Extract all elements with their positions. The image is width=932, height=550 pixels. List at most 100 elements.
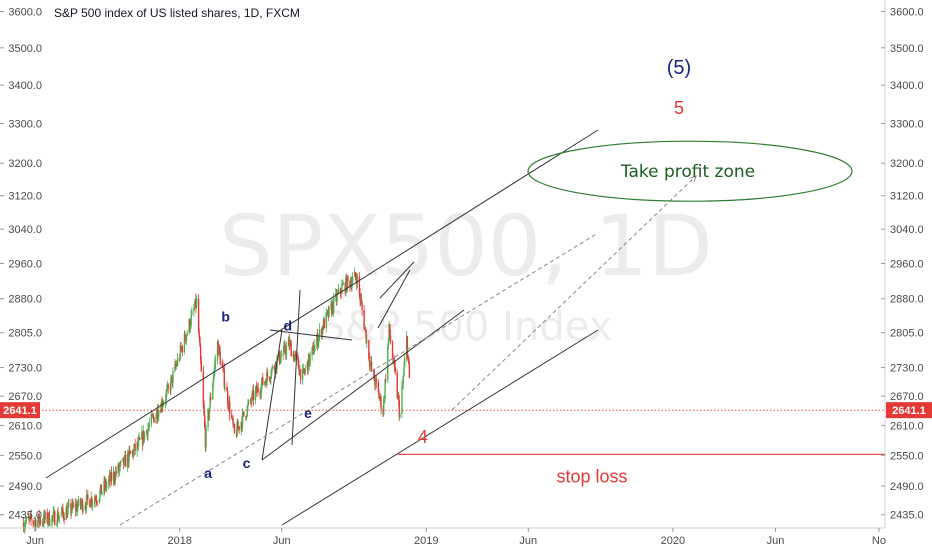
candle-body [245, 415, 248, 418]
candle-body [82, 508, 84, 512]
candle-body [406, 336, 409, 357]
candle-body [358, 276, 361, 293]
candle-body [113, 472, 115, 480]
stop-loss-label: stop loss [556, 466, 627, 486]
candle-body [351, 276, 354, 283]
candle-body [290, 343, 292, 357]
candle-body [385, 379, 387, 381]
candle-body [219, 352, 221, 364]
y-tick-label-left: 2880.0 [8, 294, 42, 306]
candle-body [270, 376, 272, 380]
candle-body [58, 517, 60, 521]
candle-body [262, 377, 264, 385]
candle-body [323, 319, 325, 329]
candle-body [279, 361, 282, 364]
chart-title: S&P 500 index of US listed shares, 1D, F… [54, 6, 300, 20]
candle-body [368, 358, 371, 366]
candle-body [266, 372, 268, 386]
wave-label-b: b [221, 308, 230, 324]
candle-body [341, 284, 344, 286]
candle-body [24, 521, 27, 526]
candle-body [283, 345, 285, 355]
candle-body [71, 502, 73, 511]
candle-body [95, 498, 97, 502]
y-tick-label-left: 2805.0 [8, 328, 42, 340]
candle-body [179, 345, 182, 359]
candle-body [28, 518, 30, 520]
candle-body [48, 512, 51, 525]
candle-body [203, 414, 206, 427]
candle-body [89, 499, 91, 508]
candle-body [254, 389, 257, 401]
candle-body [318, 329, 321, 336]
dashed-arrow-head [689, 175, 697, 183]
candle-body [208, 408, 211, 418]
candle-body [199, 346, 202, 361]
candle-body [129, 449, 131, 452]
candle-body [317, 341, 319, 347]
candle-body [195, 298, 198, 308]
candle-body [280, 356, 282, 362]
candle-body [328, 306, 330, 317]
take-profit-ellipse [527, 140, 853, 202]
y-tick-label-left: 3300.0 [8, 119, 42, 131]
candle-body [222, 367, 224, 368]
watermark-symbol: SPX500, 1D [219, 197, 712, 295]
candle-body [408, 357, 410, 364]
candle-body [128, 449, 130, 464]
channel-lower-line [281, 329, 599, 526]
candle-body [57, 512, 59, 521]
wave-label-e: e [304, 405, 312, 421]
candle-body [52, 511, 55, 517]
candle-body [295, 354, 297, 356]
candle-body [114, 471, 117, 481]
candle-body [354, 272, 357, 278]
b-d-line [269, 329, 353, 341]
candle-body [91, 497, 93, 505]
candle-body [22, 522, 25, 531]
candle-body [162, 404, 164, 408]
candle-body [157, 416, 159, 419]
candle-body [297, 355, 299, 361]
candle-body [199, 338, 201, 347]
candle-body [51, 515, 53, 525]
x-tick-label: 2020 [661, 535, 685, 547]
x-tick-label: No [872, 535, 886, 547]
candle-body [232, 418, 234, 425]
candle-body [333, 297, 335, 312]
candle-body [203, 403, 205, 415]
y-tick-label-left: 2435.0 [8, 510, 42, 522]
candle-body [30, 515, 32, 521]
y-tick-label-right: 2805.0 [890, 328, 924, 340]
candle-body [297, 360, 300, 370]
candle-body [233, 424, 236, 433]
candle-body [210, 397, 212, 400]
price-badge-right-text: 2641.1 [892, 405, 926, 417]
candle-body [260, 383, 263, 394]
candle-body [403, 357, 406, 367]
candle-body [407, 356, 409, 358]
x-tick-label: 2018 [167, 535, 191, 547]
candle-body [251, 393, 253, 402]
candle-body [156, 409, 159, 419]
candle-body [365, 329, 367, 343]
candle-body [299, 369, 302, 380]
candle-body [389, 335, 392, 342]
candle-body [213, 369, 215, 378]
candle-body [364, 327, 367, 330]
y-tick-label-right: 3200.0 [890, 158, 924, 170]
candle-body [289, 342, 292, 344]
candle-body [81, 500, 84, 512]
candle-body [226, 391, 229, 405]
candle-body [172, 371, 174, 383]
y-tick-label-left: 2610.0 [8, 420, 42, 432]
candle-body [100, 484, 103, 495]
candle-body [76, 506, 79, 512]
candle-body [359, 292, 361, 301]
candle-body [243, 411, 245, 417]
candle-body [316, 334, 319, 347]
candle-body [25, 517, 28, 522]
candle-body [147, 428, 149, 437]
inner-channel-line-1 [261, 309, 465, 461]
